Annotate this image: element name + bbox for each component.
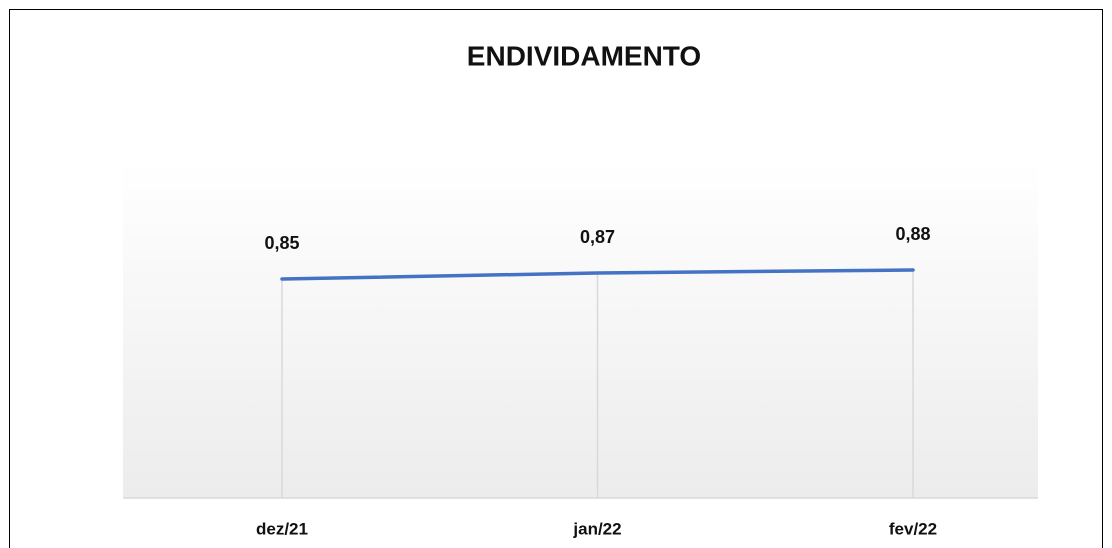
plot-area <box>123 160 1038 498</box>
data-label: 0,85 <box>264 233 299 253</box>
line <box>280 268 915 281</box>
chart-title: ENDIVIDAMENTO <box>467 40 701 71</box>
x-tick-label: fev/22 <box>889 519 937 538</box>
data-label: 0,88 <box>895 224 930 244</box>
x-tick-label: dez/21 <box>256 519 308 538</box>
data-label: 0,87 <box>580 227 615 247</box>
x-tick-label: jan/22 <box>572 519 621 538</box>
